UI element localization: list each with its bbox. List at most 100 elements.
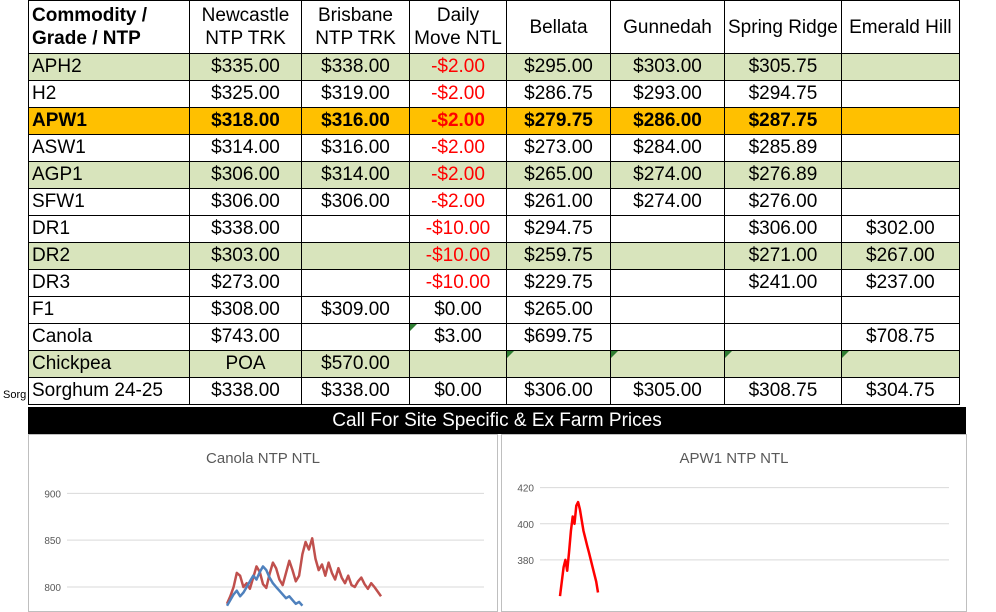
price-cell: $309.00	[301, 296, 410, 324]
series-line	[225, 537, 383, 605]
price-cell: $318.00	[189, 107, 302, 135]
y-tick-label: 800	[44, 583, 61, 594]
price-cell: $319.00	[301, 80, 410, 108]
price-cell	[840, 80, 960, 108]
column-header: Brisbane NTP TRK	[301, 0, 410, 54]
price-cell: $0.00	[409, 377, 507, 405]
y-tick-label: 900	[44, 489, 61, 500]
price-cell	[301, 323, 410, 351]
price-cell: $284.00	[610, 134, 725, 162]
price-cell: $237.00	[840, 269, 960, 297]
price-cell: $302.00	[840, 215, 960, 243]
price-cell: $287.75	[724, 107, 842, 135]
y-tick-label: 850	[44, 536, 61, 547]
price-cell: $285.89	[724, 134, 842, 162]
price-cell: $308.75	[724, 377, 842, 405]
price-cell	[724, 296, 842, 324]
price-cell	[409, 350, 507, 378]
price-cell: $265.00	[506, 296, 611, 324]
price-cell: -$2.00	[409, 188, 507, 216]
table-row: ASW1 $314.00 $316.00 -$2.00 $273.00 $284.00 $2…	[28, 134, 960, 162]
price-cell	[840, 161, 960, 189]
price-cell: $306.00	[189, 188, 302, 216]
price-cell	[840, 107, 960, 135]
price-cell: -$2.00	[409, 53, 507, 81]
series-line	[225, 565, 304, 607]
price-cell: $314.00	[189, 134, 302, 162]
price-cell	[610, 269, 725, 297]
price-cell	[301, 242, 410, 270]
table-row: APH2 $335.00 $338.00 -$2.00 $295.00 $303.00 $3…	[28, 53, 960, 81]
column-header-line: Brisbane	[318, 5, 393, 26]
price-cell: $316.00	[301, 134, 410, 162]
table-row: APW1 $318.00 $316.00 -$2.00 $279.75 $286.00 $2…	[28, 107, 960, 135]
price-cell: $303.00	[189, 242, 302, 270]
table-row: F1 $308.00 $309.00 $0.00 $265.00	[28, 296, 960, 324]
commodity-cell: APW1	[28, 107, 190, 135]
column-header-line: Spring Ridge	[728, 16, 838, 38]
price-cell: $335.00	[189, 53, 302, 81]
table-row: AGP1 $306.00 $314.00 -$2.00 $265.00 $274.00 $2…	[28, 161, 960, 189]
price-cell: -$2.00	[409, 80, 507, 108]
price-cell	[840, 296, 960, 324]
apw1-chart: APW1 NTP NTL 420 400 380	[517, 450, 949, 597]
price-cell: $338.00	[189, 377, 302, 405]
column-header-line: Emerald Hill	[849, 16, 952, 38]
price-cell	[610, 215, 725, 243]
commodity-cell: Canola	[28, 323, 190, 351]
series-line	[558, 500, 600, 597]
price-cell: $294.75	[506, 215, 611, 243]
price-cell	[301, 215, 410, 243]
column-header: Spring Ridge	[724, 0, 842, 54]
price-cell: $708.75	[840, 323, 960, 351]
commodity-cell: DR3	[28, 269, 190, 297]
price-cell: $305.00	[610, 377, 725, 405]
price-cell: $306.00	[724, 215, 842, 243]
price-cell: -$2.00	[409, 161, 507, 189]
price-cell: -$10.00	[409, 215, 507, 243]
price-cell	[840, 53, 960, 81]
chart-title: Canola NTP NTL	[206, 450, 320, 467]
commodity-cell: SFW1	[28, 188, 190, 216]
column-header: Bellata	[506, 0, 611, 54]
price-cell	[724, 350, 842, 378]
price-table: Commodity / Grade / NTP Newcastle NTP TRK Br…	[28, 0, 960, 405]
price-cell: $338.00	[189, 215, 302, 243]
column-header: Gunnedah	[610, 0, 725, 54]
site-specific-banner: Call For Site Specific & Ex Farm Prices	[28, 407, 966, 434]
price-cell: $274.00	[610, 161, 725, 189]
table-row: DR1 $338.00 -$10.00 $294.75 $306.00 $302.00	[28, 215, 960, 243]
price-cell: $570.00	[301, 350, 410, 378]
table-row: Canola $743.00 $3.00 $699.75 $708.75	[28, 323, 960, 351]
y-tick-label: 420	[517, 484, 534, 495]
price-cell: $286.75	[506, 80, 611, 108]
price-cell	[724, 323, 842, 351]
price-cell: $265.00	[506, 161, 611, 189]
price-cell: $325.00	[189, 80, 302, 108]
price-cell: $306.00	[189, 161, 302, 189]
apw1-chart-panel: APW1 NTP NTL 420 400 380	[501, 434, 967, 612]
price-cell	[301, 269, 410, 297]
canola-chart-panel: Canola NTP NTL 900 850 800	[28, 434, 498, 612]
commodity-cell: Chickpea	[28, 350, 190, 378]
column-header-line: Newcastle	[201, 5, 290, 26]
price-cell: POA	[189, 350, 302, 378]
price-cell	[610, 350, 725, 378]
price-cell: $338.00	[301, 53, 410, 81]
column-header: Daily Move NTL	[409, 0, 507, 54]
price-cell: $304.75	[840, 377, 960, 405]
table-row: SFW1 $306.00 $306.00 -$2.00 $261.00 $274.00 $2…	[28, 188, 960, 216]
commodity-cell: APH2	[28, 53, 190, 81]
commodity-cell: DR1	[28, 215, 190, 243]
price-cell: $293.00	[610, 80, 725, 108]
canola-chart: Canola NTP NTL 900 850 800	[44, 450, 484, 607]
column-header: Emerald Hill	[840, 0, 960, 54]
price-cell: $259.75	[506, 242, 611, 270]
column-header-line: Grade / NTP	[32, 28, 141, 49]
price-cell: $271.00	[724, 242, 842, 270]
column-header-line: Move NTL	[414, 28, 502, 49]
price-cell: $295.00	[506, 53, 611, 81]
price-cell: $229.75	[506, 269, 611, 297]
table-row: DR3 $273.00 -$10.00 $229.75 $241.00 $237.00	[28, 269, 960, 297]
column-header-line: NTP TRK	[315, 28, 396, 49]
